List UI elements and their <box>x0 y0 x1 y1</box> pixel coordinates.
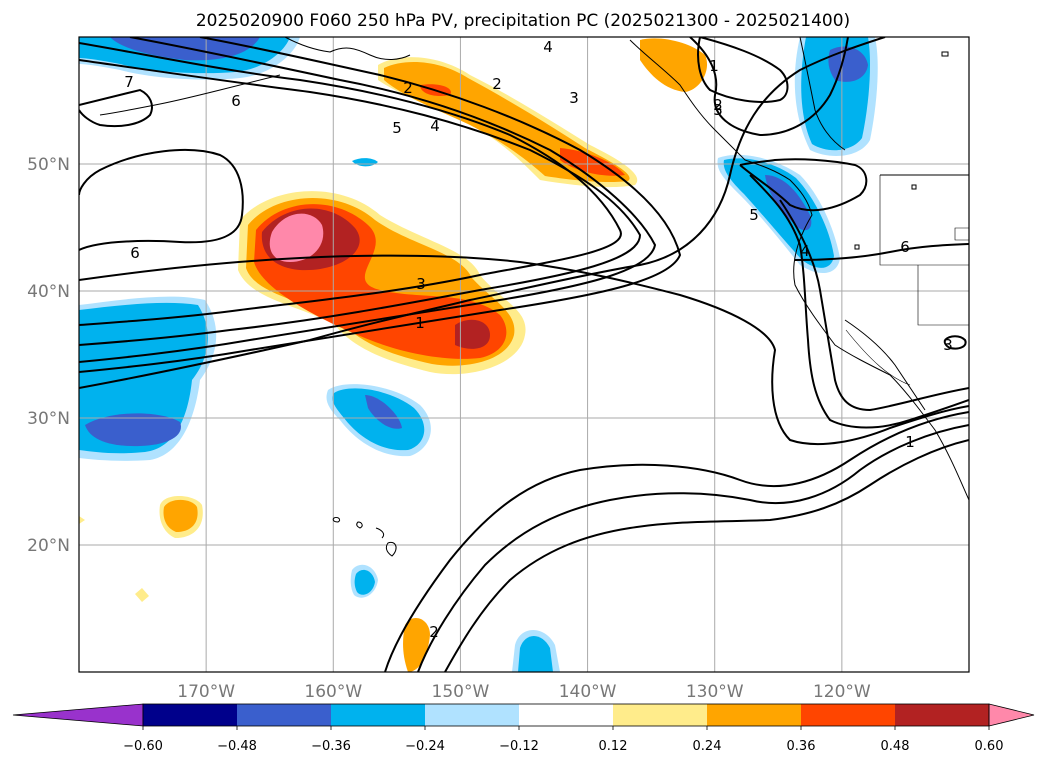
x-axis-ticks: 170°W 160°W 150°W 140°W 130°W 120°W <box>177 682 871 702</box>
colorbar-tick-label: −0.12 <box>499 739 539 754</box>
contour-label: 3 <box>569 89 579 107</box>
precip-shading <box>79 37 878 672</box>
colorbar-tick-label: 0.60 <box>975 739 1004 754</box>
contour-label: 6 <box>900 238 910 256</box>
x-tick-label: 160°W <box>304 682 362 702</box>
contour-label: 5 <box>392 119 402 137</box>
x-tick-label: 150°W <box>432 682 490 702</box>
colorbar-tick-label: 0.36 <box>787 739 816 754</box>
x-tick-label: 120°W <box>813 682 871 702</box>
colorbar-bin <box>425 704 520 726</box>
y-tick-label: 20°N <box>27 536 70 556</box>
colorbar-bin <box>613 704 708 726</box>
pv-contours <box>79 37 969 672</box>
x-tick-label: 170°W <box>177 682 235 702</box>
x-tick-label: 140°W <box>559 682 617 702</box>
colorbar-tick-label: 0.24 <box>693 739 722 754</box>
colorbar-tick-label: −0.48 <box>217 739 257 754</box>
contour-label: 3 <box>416 275 426 293</box>
colorbar <box>12 703 1035 727</box>
contour-label: 5 <box>749 206 759 224</box>
contour-label: 2 <box>403 79 413 97</box>
colorbar-tick-labels: −0.60 −0.48 −0.36 −0.24 −0.12 0.12 0.24 0.36 0.4… <box>123 726 1003 754</box>
colorbar-bin <box>331 704 426 726</box>
colorbar-bin <box>707 704 802 726</box>
colorbar-bin <box>519 704 614 726</box>
colorbar-tick-label: 0.12 <box>599 739 628 754</box>
contour-label: 2 <box>713 96 723 114</box>
precip-region-negatives <box>79 37 878 672</box>
contour-label: 6 <box>231 92 241 110</box>
colorbar-outline <box>142 703 990 727</box>
colorbar-extend-low <box>12 703 144 727</box>
colorbar-extend-high <box>988 703 1035 727</box>
colorbar-tick-label: −0.24 <box>405 739 445 754</box>
map-frame <box>78 36 970 673</box>
x-tick-label: 130°W <box>686 682 744 702</box>
contour-label: 3 <box>943 336 953 354</box>
colorbar-bin <box>895 704 990 726</box>
colorbar-tick-label: 0.48 <box>881 739 910 754</box>
y-tick-label: 40°N <box>27 282 70 302</box>
contour-label: 4 <box>543 38 553 56</box>
y-tick-label: 50°N <box>27 155 70 175</box>
colorbar-bin <box>801 704 896 726</box>
contour-label: 3 <box>713 101 723 119</box>
precip-region-central-pacific-positive <box>238 191 526 375</box>
colorbar-bin <box>237 704 332 726</box>
coastlines <box>99 37 969 557</box>
colorbar-bin <box>143 704 238 726</box>
contour-label: 2 <box>492 75 502 93</box>
y-tick-label: 30°N <box>27 409 70 429</box>
contour-label: 7 <box>124 73 134 91</box>
contour-label: 1 <box>905 433 915 451</box>
contour-label: 4 <box>800 242 810 260</box>
gridlines <box>79 37 969 672</box>
y-axis-ticks: 20°N 30°N 40°N 50°N <box>27 155 70 556</box>
contour-label: 6 <box>130 244 140 262</box>
colorbar-tick-label: −0.60 <box>123 739 163 754</box>
contour-label: 4 <box>430 117 440 135</box>
contour-label: 2 <box>429 623 439 641</box>
colorbar-tick-label: −0.36 <box>311 739 351 754</box>
contour-label: 1 <box>709 57 719 75</box>
contour-label: 1 <box>415 314 425 332</box>
chart-title: 2025020900 F060 250 hPa PV, precipitatio… <box>196 11 850 31</box>
